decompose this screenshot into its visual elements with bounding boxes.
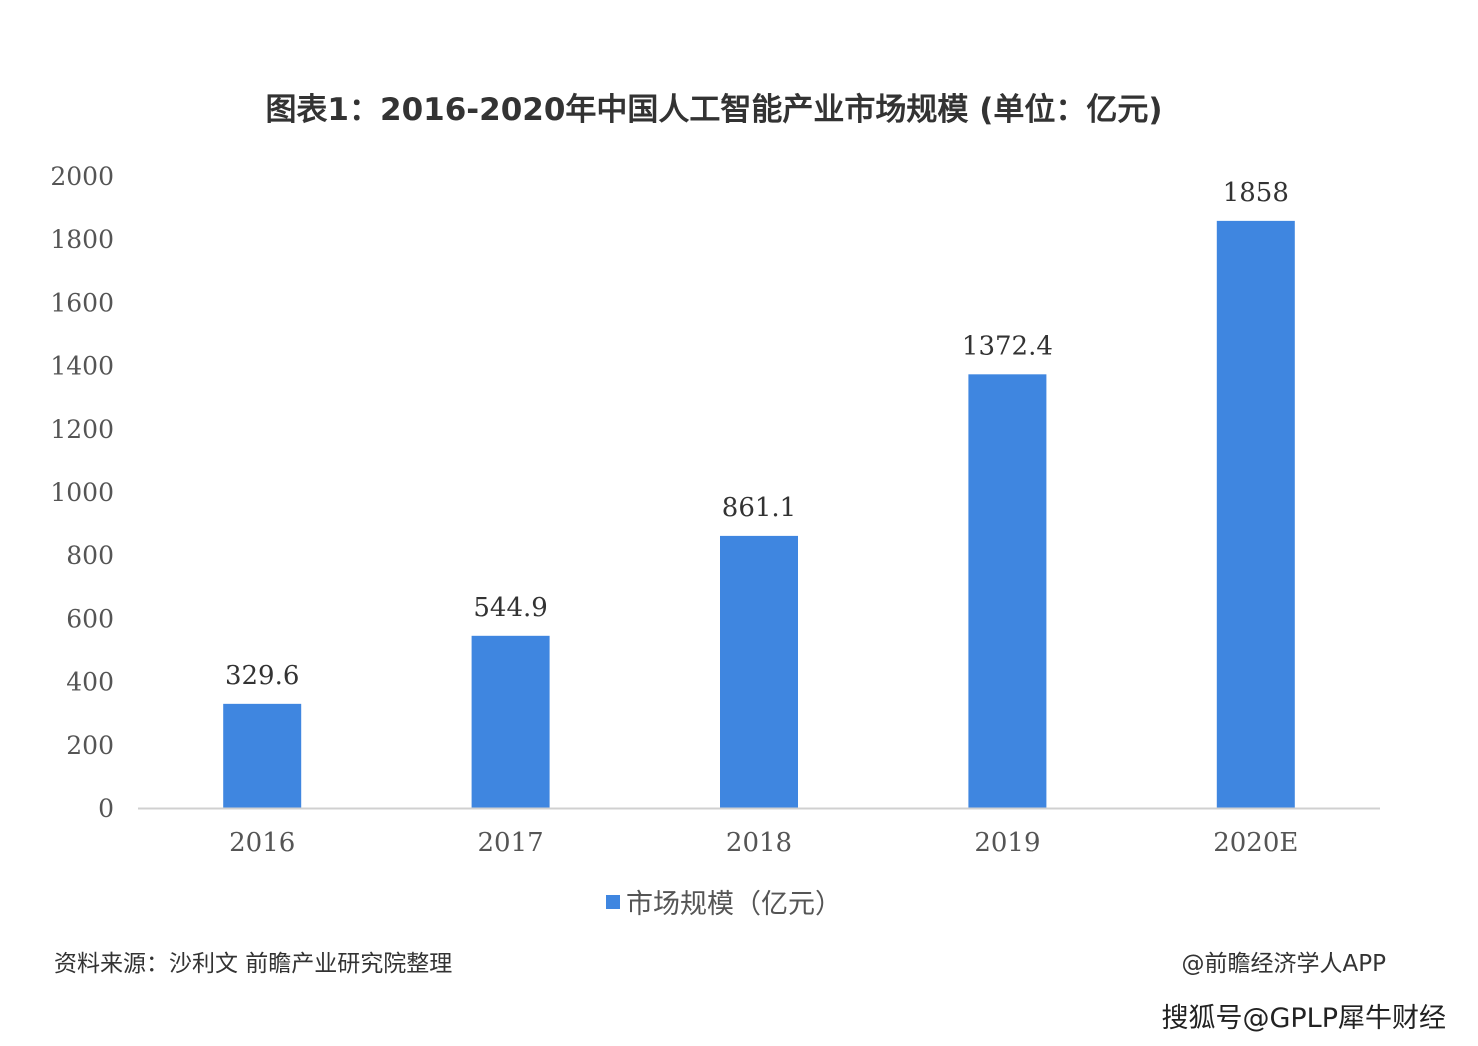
bar — [1216, 220, 1295, 808]
credit-note: @前瞻经济学人APP — [1181, 951, 1386, 977]
data-label: 544.9 — [473, 593, 547, 623]
y-tick-label: 1400 — [50, 352, 114, 381]
y-tick-label: 1200 — [50, 415, 114, 444]
x-tick-label: 2017 — [478, 828, 544, 858]
x-tick-label: 2018 — [726, 828, 792, 858]
y-tick-label: 400 — [66, 668, 114, 697]
data-label: 1372.4 — [962, 331, 1053, 361]
sohu-watermark: 搜狐号@GPLP犀牛财经 — [1161, 1003, 1446, 1034]
chart-title: 图表1：2016-2020年中国人工智能产业市场规模 (单位：亿元) — [265, 92, 1163, 128]
x-tick-label: 2019 — [974, 828, 1040, 858]
y-tick-label: 800 — [66, 541, 114, 570]
data-label: 329.6 — [225, 661, 299, 691]
legend-label: 市场规模（亿元） — [626, 889, 842, 920]
bar — [968, 374, 1047, 808]
y-tick-label: 1600 — [50, 288, 114, 317]
y-tick-label: 1000 — [50, 478, 114, 507]
bar-series — [223, 220, 1295, 808]
x-tick-label: 2020E — [1213, 828, 1298, 858]
y-tick-label: 1800 — [50, 225, 114, 254]
bar — [720, 535, 798, 808]
legend-swatch — [606, 894, 620, 909]
legend: 市场规模（亿元） — [606, 882, 842, 921]
data-labels: 329.6 544.9 861.1 1372.4 1858 — [225, 178, 1289, 691]
y-tick-label: 600 — [66, 604, 114, 633]
y-tick-label: 0 — [98, 794, 114, 823]
y-tick-label: 2000 — [50, 162, 114, 191]
bar — [223, 703, 302, 808]
x-axis-labels: 2016 2017 2018 2019 2020E — [229, 828, 1298, 858]
data-label: 861.1 — [722, 493, 796, 523]
source-note: 资料来源：沙利文 前瞻产业研究院整理 — [54, 951, 453, 977]
data-label: 1858 — [1223, 178, 1289, 208]
bar — [471, 635, 550, 808]
y-axis-ticks: 0 200 400 600 800 1000 1200 1400 1600 1800 2000 — [50, 162, 114, 823]
x-tick-label: 2016 — [229, 828, 295, 858]
y-tick-label: 200 — [66, 731, 114, 760]
